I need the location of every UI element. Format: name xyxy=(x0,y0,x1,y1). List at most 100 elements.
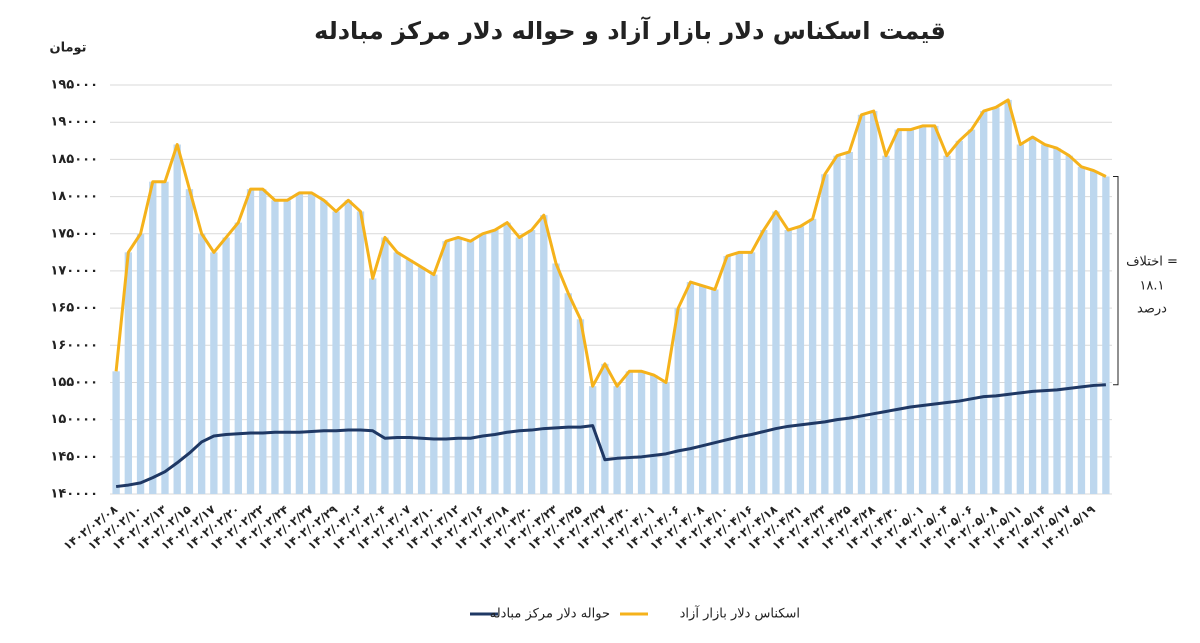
bar xyxy=(992,107,1000,494)
bar xyxy=(381,237,389,495)
bar xyxy=(307,192,316,494)
bar xyxy=(320,200,328,494)
bar xyxy=(833,155,841,495)
bar xyxy=(503,222,511,494)
legend-label: حواله دلار مرکز مبادله xyxy=(490,607,610,622)
bar xyxy=(1077,166,1086,495)
bar xyxy=(931,125,939,495)
y-tick-label: ۱۸۵۰۰۰ xyxy=(50,152,98,167)
y-tick-label: ۱۵۵۰۰۰ xyxy=(50,375,98,390)
y-tick-label: ۱۵۰۰۰۰ xyxy=(50,412,98,427)
bar xyxy=(821,174,829,494)
y-tick-label: ۱۶۵۰۰۰ xyxy=(50,301,98,316)
bar xyxy=(185,189,194,494)
bar xyxy=(967,129,976,494)
bar xyxy=(674,308,682,494)
bar xyxy=(552,263,560,494)
bar xyxy=(136,233,145,494)
bar xyxy=(1102,176,1110,494)
bar xyxy=(417,267,426,494)
bar xyxy=(527,230,536,494)
bar xyxy=(918,125,927,495)
bar xyxy=(613,386,621,494)
bar xyxy=(650,375,658,494)
bar xyxy=(442,241,450,494)
legend-label: اسکناس دلار بازار آزاد xyxy=(680,605,800,622)
bar xyxy=(747,252,756,494)
bar xyxy=(271,200,279,494)
bar xyxy=(430,274,438,494)
bar xyxy=(149,181,157,494)
bar xyxy=(515,237,524,495)
bar xyxy=(259,189,267,494)
y-tick-label: ۱۴۵۰۰۰ xyxy=(50,449,98,464)
bar xyxy=(173,144,181,494)
bar xyxy=(943,155,951,495)
bar xyxy=(894,129,902,494)
bar xyxy=(955,140,963,494)
bar xyxy=(980,111,988,494)
bar xyxy=(295,192,304,494)
y-tick-label: ۱۷۵۰۰۰ xyxy=(50,226,98,241)
bar xyxy=(1053,148,1061,494)
bar xyxy=(210,252,218,494)
bar xyxy=(589,386,597,494)
bar xyxy=(161,181,169,494)
bar xyxy=(760,230,768,494)
bar xyxy=(662,382,670,494)
bar xyxy=(564,293,572,494)
bar xyxy=(857,114,866,495)
bar xyxy=(637,371,646,494)
y-axis-label: تومان xyxy=(49,41,86,56)
y-tick-label: ۱۷۰۰۰۰ xyxy=(50,263,98,278)
bar xyxy=(576,319,585,494)
bar xyxy=(625,371,633,494)
bar xyxy=(332,211,340,494)
y-tick-label: ۱۹۵۰۰۰ xyxy=(50,78,98,93)
bar xyxy=(479,233,487,494)
bar xyxy=(772,211,780,494)
y-tick-label: ۱۹۰۰۰۰ xyxy=(50,115,98,130)
bar xyxy=(784,230,792,494)
y-tick-label: ۱۶۰۰۰۰ xyxy=(50,338,98,353)
bar xyxy=(882,155,890,495)
bar xyxy=(711,289,719,494)
bar xyxy=(112,371,120,494)
bar xyxy=(356,211,365,494)
bar xyxy=(906,129,915,494)
bar xyxy=(796,226,805,495)
bar xyxy=(222,237,230,495)
series-line xyxy=(114,98,1107,388)
bar xyxy=(1004,99,1012,495)
bar xyxy=(283,200,291,494)
bar xyxy=(808,218,817,494)
bar xyxy=(344,200,352,494)
bar xyxy=(601,363,609,494)
chart-title: قیمت اسکناس دلار بازار آزاد و حواله دلار… xyxy=(314,16,946,45)
bar xyxy=(454,237,462,495)
bar xyxy=(197,233,206,494)
bar xyxy=(234,222,242,494)
bar xyxy=(393,252,401,494)
bar xyxy=(1016,144,1025,494)
bar xyxy=(124,252,132,494)
y-tick-label: ۱۴۰۰۰۰ xyxy=(50,487,98,502)
bar xyxy=(1028,137,1037,495)
bar xyxy=(735,252,743,494)
bar xyxy=(369,278,377,494)
bar xyxy=(686,282,695,494)
bar xyxy=(698,285,707,494)
bracket xyxy=(1113,175,1119,386)
annotation: اختلاف = xyxy=(1126,255,1178,270)
bar xyxy=(466,241,475,494)
annotation: درصد xyxy=(1137,302,1167,317)
series-line xyxy=(115,383,1106,489)
bar xyxy=(246,189,255,494)
bar xyxy=(1065,155,1073,495)
annotation: ۱۸.۱ xyxy=(1139,279,1164,294)
bar xyxy=(491,230,499,494)
bar xyxy=(1041,144,1049,494)
bar xyxy=(1090,170,1098,494)
